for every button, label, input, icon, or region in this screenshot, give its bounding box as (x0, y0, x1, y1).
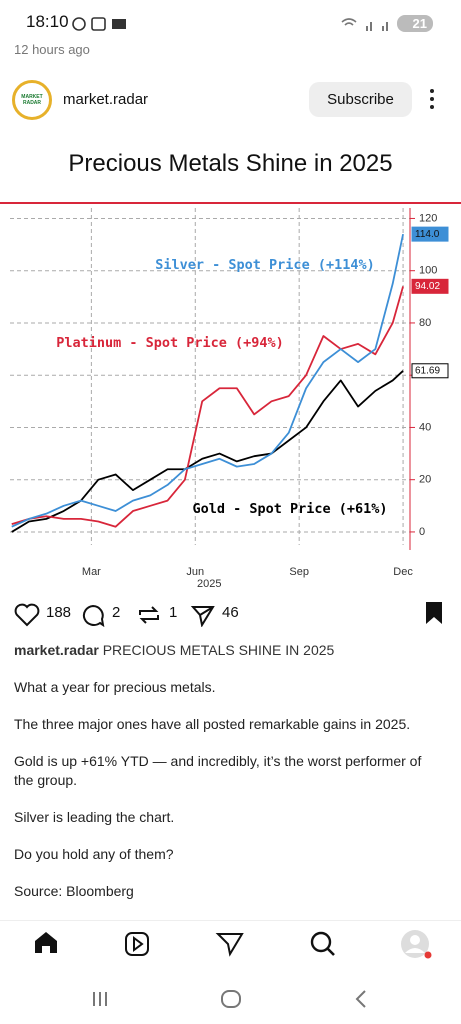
end-label: 94.02 (411, 278, 449, 294)
caption-paragraph: What a year for precious metals. (14, 679, 216, 695)
y-tick-label: 40 (419, 421, 431, 433)
chart: 020406080100120MarJunSepDec2025114.094.0… (10, 208, 449, 590)
end-label-text: 114.0 (415, 229, 440, 240)
series-annotation: Platinum - Spot Price (+94%) (56, 335, 284, 351)
x-tick-label: Mar (82, 566, 101, 578)
y-tick-label: 100 (419, 265, 437, 277)
send-tab[interactable] (215, 933, 244, 957)
headline: PRECIOUS METALS SHINE IN 2025 (102, 642, 335, 658)
caption-author[interactable]: market.radar (14, 642, 99, 658)
y-tick-label: 80 (419, 317, 431, 329)
share-count: 46 (222, 604, 239, 621)
series-annotation: Silver - Spot Price (+114%) (155, 257, 374, 273)
caption-paragraph: Silver is leading the chart. (14, 809, 175, 825)
paragraphs: What a year for precious metals. The thre… (14, 678, 444, 901)
x-tick-label: Sep (289, 566, 309, 578)
y-tick-label: 0 (419, 526, 425, 538)
repost-icon[interactable] (136, 603, 162, 627)
action-bar: 188 2 1 46 (0, 600, 461, 630)
battery: 21 (396, 15, 433, 32)
caption-headline: market.radar PRECIOUS METALS SHINE IN 20… (14, 641, 444, 660)
search-tab[interactable] (310, 931, 332, 953)
avatar[interactable]: MARKET RADAR (12, 80, 52, 120)
signal-icons (341, 18, 388, 31)
x-axis-label: 2025 (197, 578, 221, 590)
y-tick-label: 120 (419, 212, 437, 224)
like-count: 188 (46, 604, 72, 621)
home-button[interactable] (221, 990, 241, 1008)
share-icon[interactable] (190, 603, 216, 627)
end-label: 114.0 (411, 226, 449, 242)
caption-paragraph: Gold is up +61% YTD — and incredibly, it… (14, 753, 422, 788)
x-tick-label: Dec (393, 566, 413, 578)
avatar-text: MARKET RADAR (21, 94, 43, 106)
series-line (11, 286, 404, 528)
more-button[interactable] (428, 88, 436, 110)
back-button[interactable] (355, 990, 366, 1008)
caption-paragraph: Do you hold any of them? (14, 846, 174, 862)
image-title: Precious Metals Shine in 2025 (68, 150, 393, 177)
status-bar: 18:10 21 (0, 0, 461, 44)
caption: market.radar PRECIOUS METALS SHINE IN 20… (14, 641, 444, 919)
caption-paragraph: Source: Bloomberg (14, 883, 134, 899)
like-icon[interactable] (14, 603, 40, 627)
end-label-box (411, 278, 449, 294)
comment-count: 2 (112, 604, 121, 621)
comment-icon[interactable] (80, 603, 106, 627)
plot-area (10, 208, 410, 545)
x-tick-label: Jun (186, 566, 204, 578)
author[interactable]: market.radar (63, 91, 149, 108)
time-ago: 12 hours ago (14, 42, 90, 57)
end-label-box (411, 226, 449, 242)
subscribe-button[interactable]: Subscribe (309, 82, 412, 117)
divider (0, 202, 461, 204)
bookmark-icon[interactable] (424, 601, 444, 625)
end-label-text: 61.69 (415, 365, 440, 376)
y-tick-label: 20 (419, 474, 431, 486)
end-label: 61.69 (411, 363, 449, 379)
clock: 18:10 (26, 12, 69, 31)
end-label-box (411, 363, 449, 379)
recents-button[interactable] (93, 992, 107, 1006)
status-icons (72, 17, 126, 31)
system-nav (93, 990, 366, 1008)
bottom-nav (0, 920, 461, 959)
video-tab[interactable] (125, 932, 149, 956)
series-annotation: Gold - Spot Price (+61%) (192, 501, 387, 517)
caption-paragraph: The three major ones have all posted rem… (14, 716, 411, 732)
series-line (11, 233, 404, 528)
home-tab[interactable] (35, 932, 57, 953)
repost-count: 1 (169, 604, 178, 621)
end-label-text: 94.02 (415, 281, 440, 292)
